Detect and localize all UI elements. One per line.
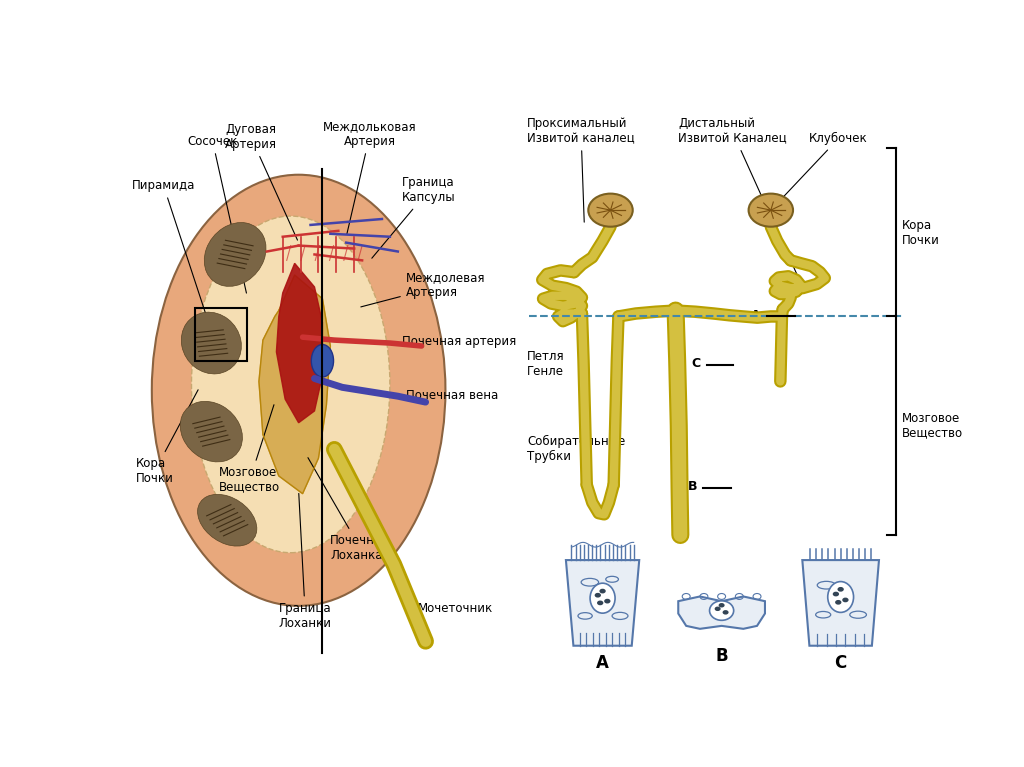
- Text: Почечная
Лоханка: Почечная Лоханка: [308, 458, 389, 561]
- Text: Междольковая
Артерия: Междольковая Артерия: [324, 120, 417, 234]
- Text: Мозговое
Вещество: Мозговое Вещество: [902, 412, 963, 439]
- Ellipse shape: [590, 583, 615, 613]
- Text: Дуговая
Артерия: Дуговая Артерия: [225, 123, 298, 240]
- Text: B: B: [716, 647, 728, 665]
- Circle shape: [588, 193, 633, 227]
- Text: Петля
Генле: Петля Генле: [527, 350, 565, 377]
- Ellipse shape: [181, 312, 242, 374]
- Polygon shape: [259, 275, 331, 494]
- Text: Мочеточник: Мочеточник: [418, 602, 493, 615]
- Text: Мозговое
Вещество: Мозговое Вещество: [219, 405, 281, 494]
- Text: Граница
Лоханки: Граница Лоханки: [279, 493, 332, 630]
- Text: Междолевая
Артерия: Междолевая Артерия: [360, 271, 485, 307]
- Circle shape: [599, 589, 606, 594]
- Text: B: B: [687, 480, 697, 493]
- Ellipse shape: [827, 581, 854, 612]
- Text: A: A: [751, 309, 761, 322]
- Circle shape: [597, 601, 603, 605]
- Polygon shape: [566, 560, 639, 646]
- Ellipse shape: [204, 222, 266, 286]
- Bar: [196, 308, 247, 360]
- Circle shape: [604, 599, 610, 604]
- Polygon shape: [803, 560, 879, 646]
- Text: Дистальный
Извитой Каналец: Дистальный Извитой Каналец: [678, 117, 798, 275]
- Circle shape: [715, 607, 721, 611]
- Text: A: A: [596, 654, 609, 672]
- Ellipse shape: [180, 401, 243, 462]
- Text: Почечная вена: Почечная вена: [397, 389, 498, 402]
- Text: Собирательные
Трубки: Собирательные Трубки: [527, 435, 626, 463]
- Text: Граница
Капсулы: Граница Капсулы: [372, 176, 456, 258]
- Text: C: C: [835, 654, 847, 672]
- Text: Клубочек: Клубочек: [773, 132, 867, 208]
- Circle shape: [833, 591, 839, 597]
- Ellipse shape: [198, 495, 257, 546]
- Polygon shape: [678, 597, 765, 629]
- Polygon shape: [276, 263, 323, 423]
- Text: C: C: [692, 357, 701, 370]
- Text: Кора
Почки: Кора Почки: [902, 219, 940, 247]
- Ellipse shape: [152, 175, 445, 606]
- Text: Пирамида: Пирамида: [132, 179, 214, 341]
- Text: Кора
Почки: Кора Почки: [136, 390, 198, 485]
- Ellipse shape: [191, 216, 390, 553]
- Circle shape: [842, 597, 849, 602]
- Circle shape: [719, 603, 725, 607]
- Text: Почечная артерия: Почечная артерия: [392, 335, 516, 347]
- Circle shape: [749, 193, 793, 227]
- Circle shape: [838, 587, 844, 591]
- Text: Проксимальный
Извитой каналец: Проксимальный Извитой каналец: [527, 117, 635, 222]
- Text: Сосочек: Сосочек: [187, 135, 247, 293]
- Ellipse shape: [311, 344, 334, 377]
- Ellipse shape: [710, 601, 733, 621]
- Circle shape: [595, 593, 601, 597]
- Circle shape: [723, 610, 729, 614]
- Circle shape: [836, 600, 842, 604]
